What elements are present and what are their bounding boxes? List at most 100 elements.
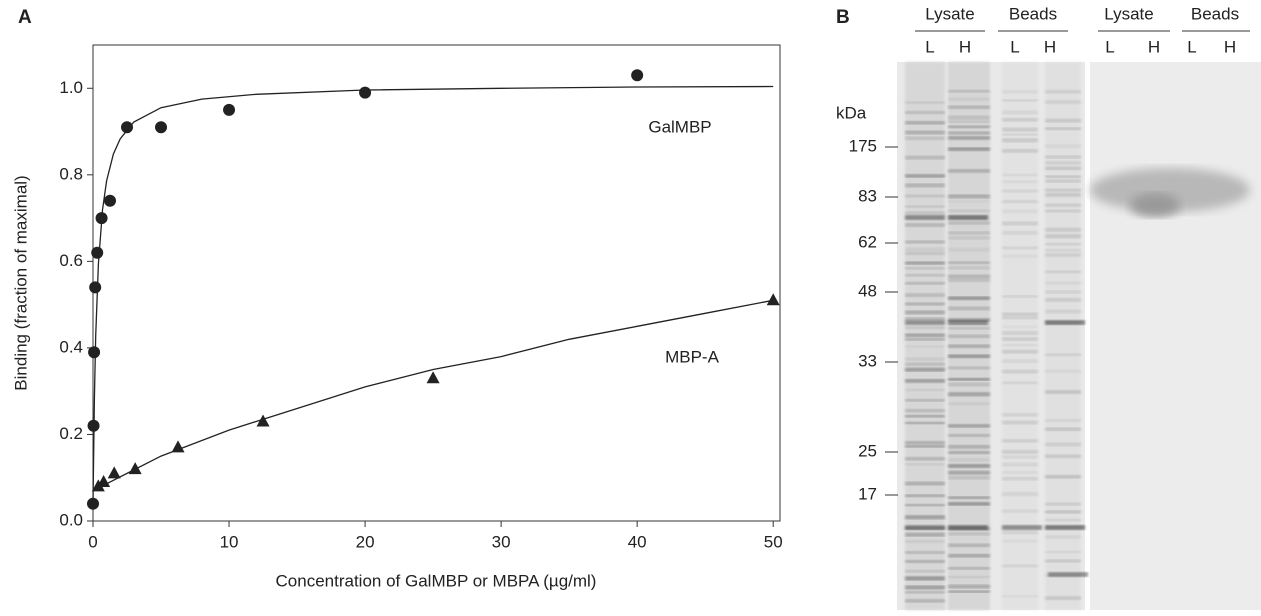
gel-band: [948, 470, 990, 475]
gel-lane: [1002, 62, 1038, 610]
x-tick-label: 30: [492, 532, 511, 551]
data-point: [426, 371, 440, 384]
gel-band: [948, 279, 990, 282]
gel-band: [1045, 188, 1081, 192]
data-point: [121, 121, 134, 134]
gel-band: [948, 402, 990, 406]
gel-band: [905, 576, 945, 581]
gel-band: [905, 282, 945, 285]
gel-band: [905, 525, 945, 530]
gel-band: [1045, 155, 1081, 159]
gel-band: [1045, 253, 1081, 257]
gel-band: [948, 354, 990, 359]
gel-band: [948, 366, 990, 370]
gel-band: [905, 215, 945, 220]
gel-band: [905, 130, 945, 135]
marker-label: 17: [858, 484, 877, 503]
gel-band: [948, 97, 990, 101]
y-tick-label: 0.2: [59, 424, 83, 443]
marker-label: 62: [858, 232, 877, 251]
data-point: [104, 194, 117, 207]
plot-frame: [92, 44, 781, 522]
gel-band: [948, 567, 990, 570]
gel-band: [1002, 539, 1038, 543]
data-point: [87, 419, 100, 432]
gel-band: [1045, 281, 1081, 285]
gel-band: [905, 345, 945, 348]
data-point: [97, 475, 111, 488]
gel-band: [1048, 572, 1088, 577]
gel-band: [1002, 530, 1038, 535]
gel-band: [1002, 133, 1038, 136]
gel-band: [1002, 231, 1038, 235]
gel-band: [948, 458, 990, 462]
gel-band: [948, 306, 990, 311]
gel-band: [1045, 419, 1081, 422]
gel-band: [905, 121, 945, 125]
gel-band: [905, 266, 945, 270]
gel-band: [948, 235, 990, 240]
gel-band: [1002, 254, 1038, 258]
gel-band: [905, 333, 945, 338]
y-tick-label: 0.4: [59, 337, 83, 356]
gel-band: [905, 326, 945, 329]
gel-image: [1090, 62, 1261, 610]
gel-band: [905, 174, 945, 178]
gel-band: [948, 147, 990, 151]
gel-band: [1045, 309, 1081, 314]
gel-band: [1045, 242, 1081, 246]
gel-band: [948, 261, 990, 264]
gel-band: [1002, 369, 1038, 374]
lane-label: H: [1044, 37, 1056, 56]
gel-band: [1045, 175, 1081, 179]
lane-label: L: [1105, 37, 1114, 56]
gel-band: [948, 344, 990, 348]
gel-band: [1002, 470, 1038, 474]
gel-band: [905, 494, 945, 497]
gel-band: [1002, 381, 1038, 385]
gel-band: [948, 377, 990, 381]
gel-band: [1002, 594, 1038, 598]
x-tick-label: 40: [628, 532, 647, 551]
gel-band: [905, 481, 945, 486]
gel-band: [1045, 551, 1081, 554]
gel-band: [1002, 509, 1038, 513]
gel-band: [905, 456, 945, 461]
gel-band: [1045, 502, 1081, 506]
gel-band: [948, 120, 990, 124]
gel-band: [1045, 290, 1081, 294]
gel-band: [905, 515, 945, 520]
gel-band: [1045, 144, 1081, 148]
gel-band: [905, 540, 945, 543]
gel-band: [1002, 564, 1038, 568]
series-label: GalMBP: [648, 117, 711, 136]
lane-label: H: [959, 37, 971, 56]
gel-band: [1045, 203, 1081, 207]
gel-band: [1002, 221, 1038, 226]
gel-band: [1002, 359, 1038, 364]
gel-band: [905, 378, 945, 383]
gel-band: [905, 408, 945, 413]
gel-band: [948, 334, 990, 338]
gel-band: [1002, 492, 1038, 497]
gel-band: [948, 274, 990, 279]
gel-band: [1045, 161, 1081, 165]
panel-label: B: [836, 7, 850, 28]
gel-band: [948, 115, 990, 120]
gel-band: [1045, 270, 1081, 274]
gel-panel: [897, 62, 1261, 610]
gel-band: [1002, 450, 1038, 454]
gel-band: [1002, 312, 1038, 317]
gel-band: [905, 205, 945, 208]
gel-band: [948, 131, 990, 135]
gel-band: [905, 317, 945, 321]
marker-label: 25: [858, 441, 877, 460]
lane-group-label: Beads: [1191, 4, 1239, 23]
gel-band: [905, 155, 945, 160]
gel-band: [1002, 349, 1038, 354]
gel-band: [1045, 298, 1081, 302]
gel-band: [948, 475, 990, 480]
marker-label: 48: [858, 281, 877, 300]
gel-band: [905, 414, 945, 418]
gel-band: [948, 90, 990, 93]
